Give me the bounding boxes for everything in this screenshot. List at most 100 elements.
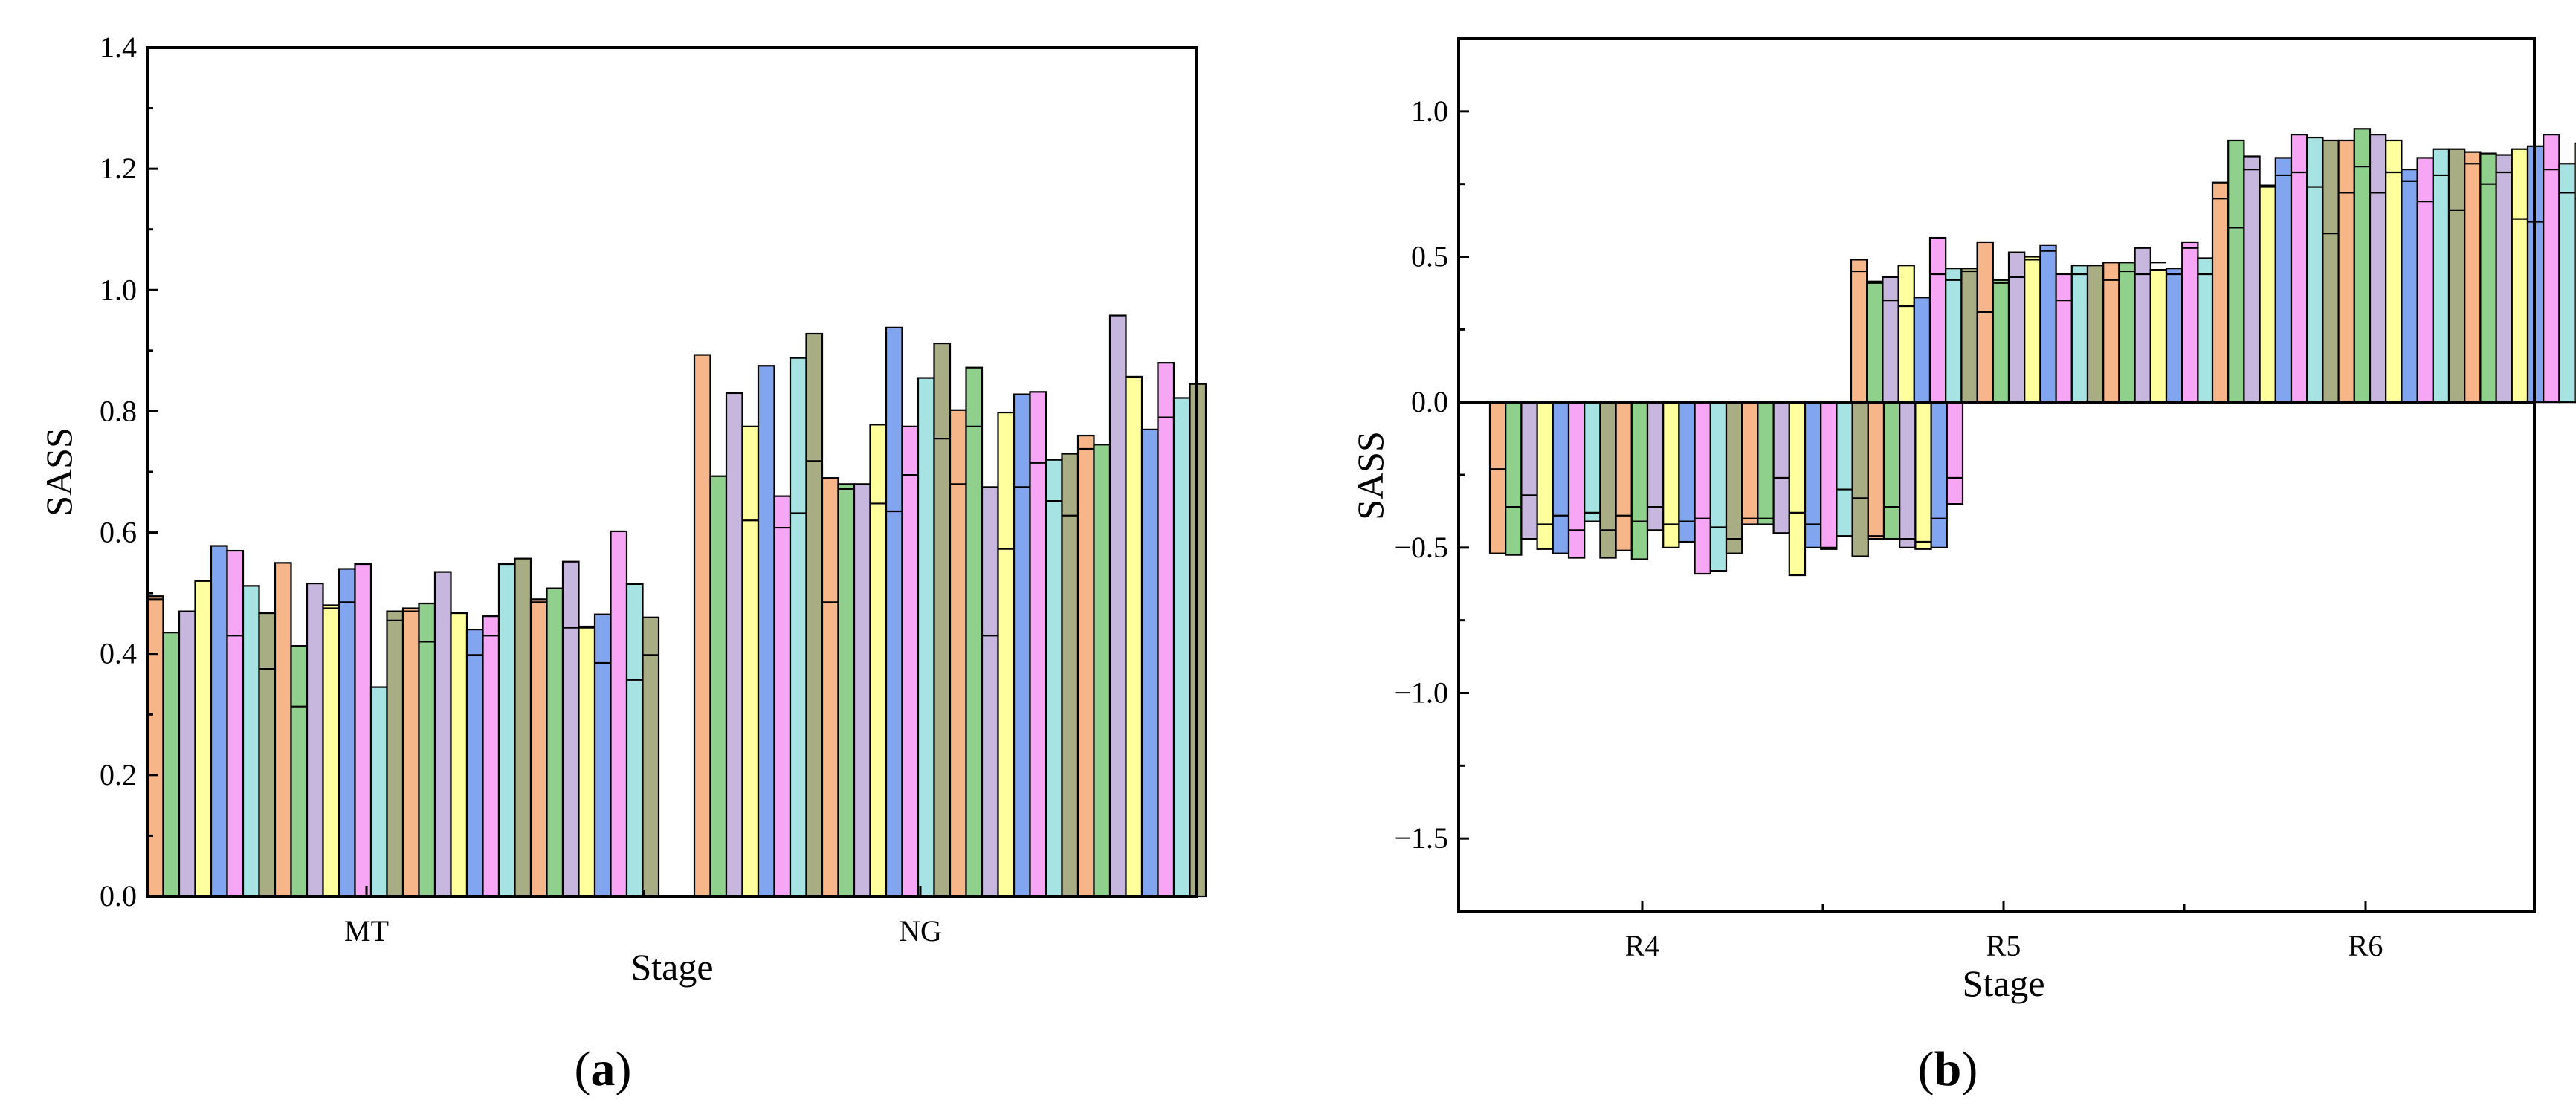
bar [1820,401,1838,550]
bar [1076,434,1095,898]
bar [146,595,164,898]
bar [1172,397,1191,898]
bar [610,530,628,898]
bar [1646,401,1665,531]
bar [433,571,452,898]
bar [625,583,644,898]
bar [194,580,213,898]
panel-a-label: (a) [575,1042,632,1096]
bar [1804,401,1822,548]
bar [162,632,181,898]
panel-a-chart: 0.0 0.2 0.4 0.6 0.8 1.0 1.2 1.4 MT NG Stage SASS… [38,30,1207,1096]
panel-b-y-axis-title: SASS [1349,431,1391,520]
bar [497,563,516,898]
bar [2558,163,2576,404]
bar [258,612,277,898]
bar [529,598,548,898]
x-tick-label: R4 [1625,929,1660,962]
bar [757,365,775,898]
bar [997,411,1016,898]
bar [2353,128,2372,404]
bar [1045,459,1063,898]
bar [1914,401,1932,550]
bar [789,357,807,898]
y-tick-label: −1.5 [1394,821,1448,855]
bar [2274,157,2293,404]
bar [2447,148,2466,404]
bar [709,475,728,898]
panel-b-label: (b) [1918,1042,1978,1096]
bar [2306,136,2324,404]
panel-a-letter: a [591,1042,616,1096]
bar [1867,401,1885,540]
bar [1552,401,1570,554]
bar [354,563,372,898]
bar [482,615,500,898]
bar [226,549,245,898]
bar [1567,401,1586,559]
bar [2211,181,2230,404]
panel-b-bars [1488,128,2576,577]
bar [1945,268,1963,404]
bar [1741,401,1759,525]
bar [1960,268,1978,404]
bar [386,610,404,898]
bar [981,486,999,898]
bar [2511,148,2529,404]
y-tick-label: 1.0 [100,273,137,306]
bar [805,332,824,898]
bar [725,392,743,898]
y-tick-label: 0.0 [100,879,137,913]
bar [178,610,196,898]
bar [853,483,871,898]
bar [2102,262,2120,404]
bar [1694,401,1711,575]
y-tick-label: 0.8 [100,394,137,427]
y-tick-label: 0.2 [100,758,137,792]
bar [578,625,596,898]
bar [885,326,903,898]
panel-b-x-axis: R4 R5 R6 [1625,901,2383,962]
bar [1108,314,1127,898]
bar [2495,154,2513,404]
y-tick-label: 0.0 [1411,385,1448,418]
bar [242,585,260,898]
bar [2574,142,2576,404]
bar [1930,401,1948,548]
y-tick-label: 1.4 [100,30,137,64]
bar [1882,401,1901,540]
panel-b-letter: b [1934,1042,1962,1096]
bar [2149,269,2168,404]
bar [1599,401,1617,559]
bar [2134,247,2151,404]
bar [401,607,420,898]
bar [741,425,760,898]
panel-b-x-axis-title: Stage [1962,962,2044,1004]
bar [514,557,532,898]
bar [1850,259,1868,404]
bar [1488,401,1507,554]
panel-a-y-axis: 0.0 0.2 0.4 0.6 0.8 1.0 1.2 1.4 [100,30,158,913]
bar [1757,401,1775,525]
bar [949,409,967,898]
bar [642,616,660,898]
x-tick-label: R6 [2349,929,2383,962]
bar [2181,241,2199,404]
bar [2290,134,2308,404]
bar [1662,401,1680,548]
bar [290,645,309,898]
y-tick-label: 0.6 [100,516,137,549]
bar [338,568,356,898]
bar [1709,401,1728,572]
bar [322,604,340,898]
bar [2401,169,2418,404]
bar [465,628,484,898]
bar [2024,256,2041,404]
bar [546,587,564,898]
bar [1899,401,1917,548]
bar [1520,401,1538,540]
bar [274,562,292,898]
bar [917,377,935,898]
y-tick-label: 1.0 [1411,94,1448,128]
